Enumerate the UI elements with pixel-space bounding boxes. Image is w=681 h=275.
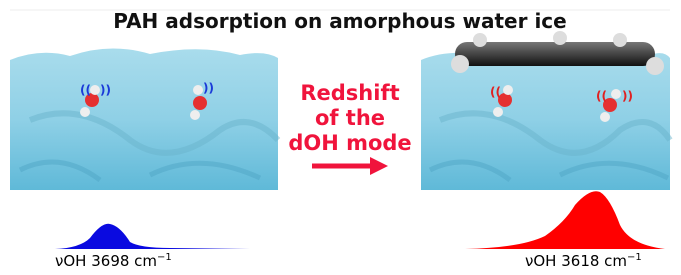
spectrum-right [465,191,665,249]
center-line: Redshift [300,81,399,105]
label-text: νOH 3618 cm [525,252,627,270]
figure: PAH adsorption on amorphous water ice ((… [0,0,681,275]
center-line: dOH mode [288,131,411,155]
center-line: of the [315,106,385,130]
label-superscript: −1 [627,252,642,263]
arrow [312,157,388,175]
ice-panel-left: (( )) )) [10,48,278,190]
label-right: νOH 3618 cm−1 [525,252,642,270]
svg-text:((: (( [80,83,91,97]
label-left: νOH 3698 cm−1 [55,252,172,270]
label-superscript: −1 [157,252,172,263]
svg-text:)): )) [622,89,633,103]
svg-text:)): )) [100,83,111,97]
title: PAH adsorption on amorphous water ice [113,9,566,33]
svg-text:)): )) [203,81,214,95]
ice-panel-right: (( (( )) [421,31,670,190]
spectrum-left [55,224,250,249]
svg-text:((: (( [596,89,607,103]
label-text: νOH 3698 cm [55,252,157,270]
svg-text:((: (( [490,85,501,99]
